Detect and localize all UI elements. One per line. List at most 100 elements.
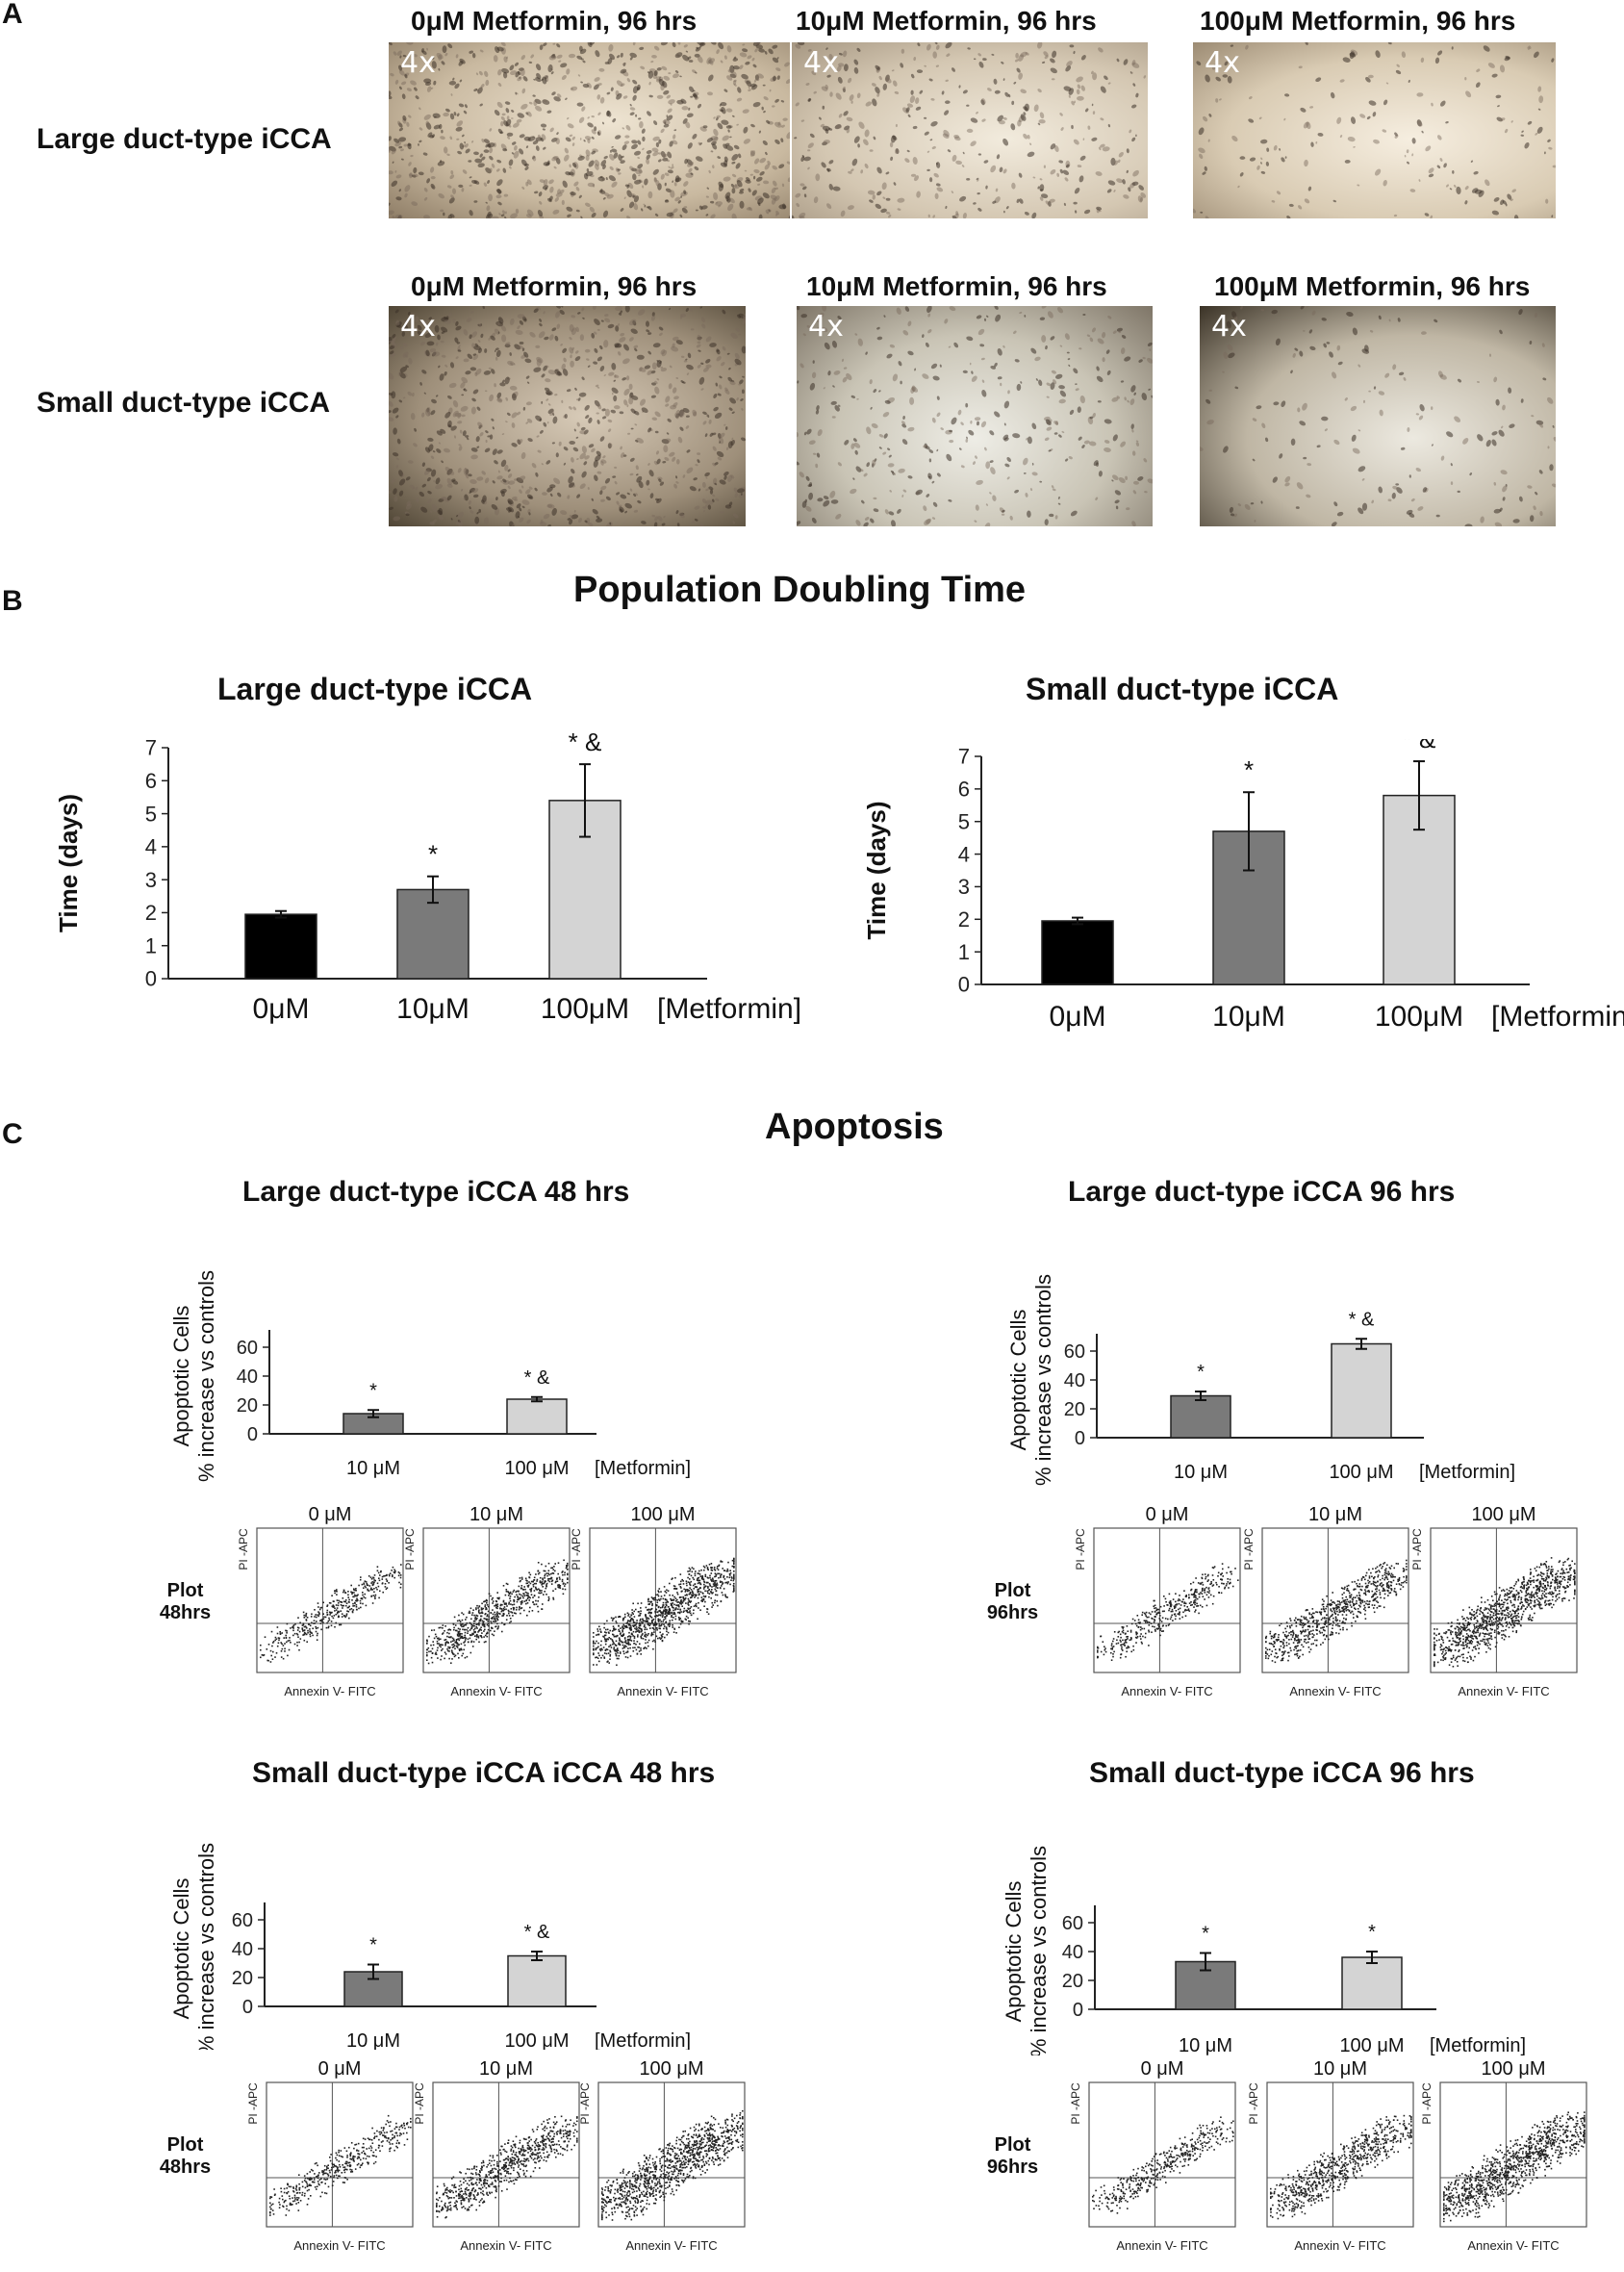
cell xyxy=(479,432,484,437)
cell xyxy=(1239,156,1246,160)
cell xyxy=(578,194,582,199)
event-dot xyxy=(455,1639,458,1641)
event-dot xyxy=(723,1588,725,1590)
cell xyxy=(571,468,575,474)
event-dot xyxy=(326,1604,329,1606)
cell xyxy=(647,463,650,466)
event-dot xyxy=(502,1615,504,1617)
cell xyxy=(551,327,557,332)
event-dot xyxy=(627,1620,629,1621)
cell xyxy=(1106,189,1112,193)
cell xyxy=(946,53,951,58)
event-dot xyxy=(487,1605,490,1608)
event-dot xyxy=(520,1607,523,1609)
event-dot xyxy=(372,1584,374,1586)
event-dot xyxy=(370,1596,372,1597)
cell xyxy=(992,495,997,501)
cell xyxy=(391,149,396,155)
cell xyxy=(774,139,780,144)
cell xyxy=(438,365,441,369)
cell xyxy=(742,43,746,46)
cell xyxy=(638,309,646,316)
cell xyxy=(594,163,599,170)
cell xyxy=(876,191,882,196)
cell xyxy=(502,71,508,79)
event-dot xyxy=(632,1625,635,1627)
cell xyxy=(624,510,627,514)
cell xyxy=(526,494,534,499)
event-dot xyxy=(280,1650,283,1652)
cell xyxy=(398,145,403,149)
event-dot xyxy=(464,1628,466,1631)
event-dot xyxy=(705,1565,708,1567)
significance-marker: * & xyxy=(1403,739,1436,753)
cell xyxy=(1384,372,1390,378)
cell xyxy=(994,89,1001,94)
cell xyxy=(535,105,543,112)
event-dot xyxy=(664,1590,667,1593)
event-dot xyxy=(671,1603,672,1605)
cell xyxy=(930,363,938,370)
cell xyxy=(970,140,977,147)
cell xyxy=(547,503,555,509)
cell xyxy=(942,133,950,139)
cell xyxy=(485,167,492,174)
cell xyxy=(848,77,852,84)
event-dot xyxy=(527,1596,529,1598)
cell xyxy=(742,375,745,378)
cell xyxy=(675,475,678,479)
cell xyxy=(1092,72,1098,81)
cell xyxy=(692,69,697,73)
event-dot xyxy=(627,1644,630,1646)
cell xyxy=(822,141,828,146)
event-dot xyxy=(521,1578,523,1580)
cell xyxy=(829,490,836,498)
event-dot xyxy=(347,1591,349,1593)
cell xyxy=(1529,341,1533,345)
cell xyxy=(926,446,930,450)
cell xyxy=(750,123,755,128)
cell xyxy=(626,184,630,189)
cell xyxy=(931,417,936,423)
flow-group-label: Plot 48hrs xyxy=(144,1580,226,1624)
cell xyxy=(717,122,723,130)
event-dot xyxy=(338,1611,341,1613)
event-dot xyxy=(520,1587,523,1590)
event-dot xyxy=(717,1572,719,1575)
event-dot xyxy=(469,1629,471,1631)
cell xyxy=(631,395,639,400)
event-dot xyxy=(674,1588,676,1590)
cell xyxy=(409,172,413,179)
cell xyxy=(400,158,404,161)
cell xyxy=(502,167,507,173)
event-dot xyxy=(694,1572,697,1575)
cell xyxy=(1076,89,1080,95)
cell xyxy=(646,149,652,155)
event-dot xyxy=(330,1621,333,1622)
cell xyxy=(426,407,430,413)
cell xyxy=(542,99,550,105)
cell xyxy=(1464,200,1468,205)
cell xyxy=(654,516,659,522)
cell xyxy=(632,42,636,46)
cell xyxy=(735,327,740,332)
cell xyxy=(1248,96,1253,100)
cell xyxy=(1473,170,1479,175)
cell xyxy=(425,349,430,357)
event-dot xyxy=(509,1599,512,1602)
cell xyxy=(549,409,554,417)
cell xyxy=(475,72,479,76)
cell xyxy=(997,348,1002,356)
cell xyxy=(1306,494,1311,498)
cell xyxy=(1104,440,1110,444)
cell xyxy=(389,345,395,349)
cell xyxy=(669,140,673,147)
cell xyxy=(813,90,817,94)
event-dot xyxy=(485,1599,487,1602)
event-dot xyxy=(552,1590,554,1592)
event-dot xyxy=(329,1614,331,1616)
cell xyxy=(870,518,875,523)
event-dot xyxy=(556,1580,559,1582)
cell xyxy=(424,409,431,417)
cell xyxy=(1030,347,1037,354)
